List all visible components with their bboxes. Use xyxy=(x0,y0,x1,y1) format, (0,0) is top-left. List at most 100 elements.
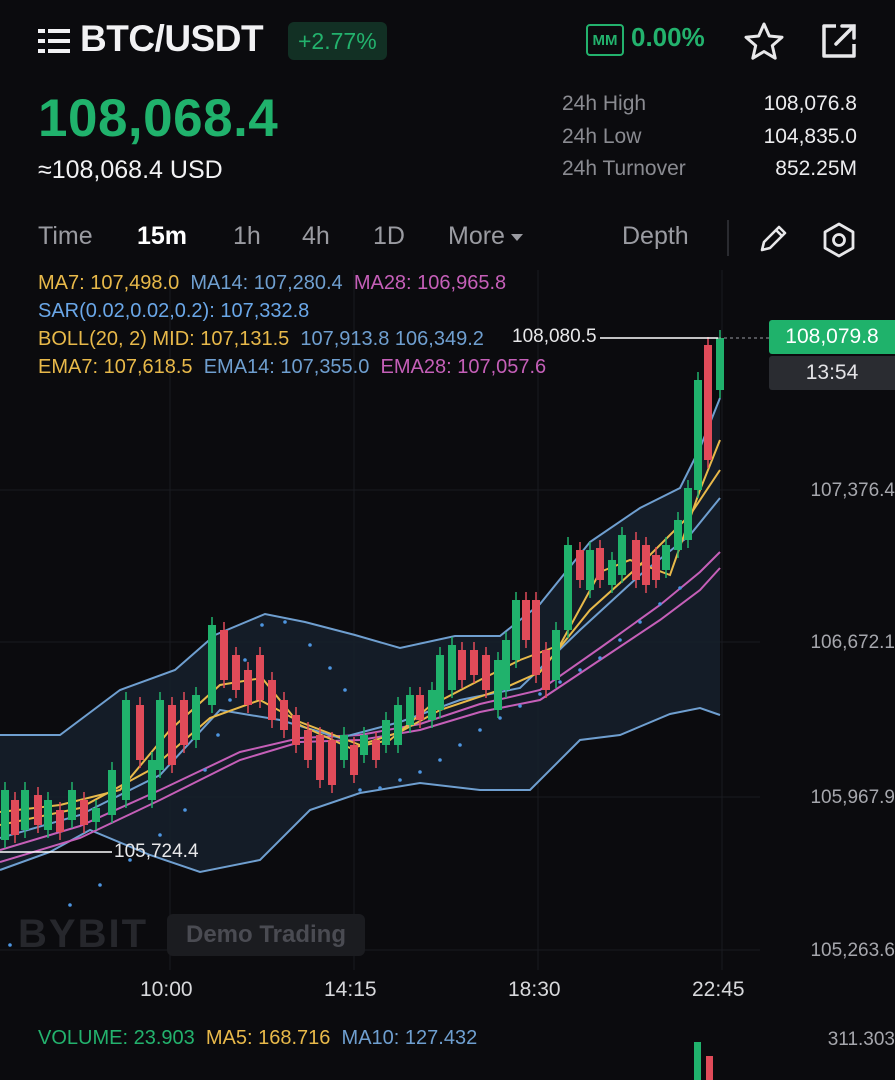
tab-time[interactable]: Time xyxy=(38,222,93,250)
candle-body xyxy=(716,338,724,390)
tab-more-label: More xyxy=(448,222,505,250)
candle-body xyxy=(148,760,156,800)
pencil-icon[interactable] xyxy=(756,222,790,256)
candle-body xyxy=(512,600,520,660)
candle-body xyxy=(328,740,336,785)
candle-body xyxy=(564,545,572,630)
candle-body xyxy=(340,735,348,760)
candle-body xyxy=(494,660,502,710)
y-tick: 105,263.6 xyxy=(810,940,895,961)
indicator-ma-row: MA7: 107,498.0 MA14: 107,280.4 MA28: 106… xyxy=(38,272,506,295)
sar-dot xyxy=(578,668,582,672)
candle-body xyxy=(192,695,200,740)
low-mark-label: 105,724.4 xyxy=(114,841,199,862)
tab-15m[interactable]: 15m xyxy=(137,222,188,250)
countdown-tag: 13:54 xyxy=(769,356,895,390)
candle-body xyxy=(608,560,616,585)
sar-dot xyxy=(343,688,347,692)
candle-body xyxy=(68,790,76,820)
candle-body xyxy=(232,655,240,690)
stat-value-turnover: 852.25M xyxy=(775,157,857,180)
mm-value: 0.00% xyxy=(631,22,705,52)
bybit-watermark: BYBIT xyxy=(18,912,148,956)
candle-body xyxy=(416,695,424,720)
gear-icon[interactable] xyxy=(820,221,858,259)
boll-mid-label: BOLL(20, 2) MID: 107,131.5 xyxy=(38,328,290,350)
x-tick: 22:45 xyxy=(692,978,745,1001)
sar-dot xyxy=(378,786,382,790)
sar-dot xyxy=(158,833,162,837)
volume-bar xyxy=(706,1056,713,1080)
candle-body xyxy=(694,380,702,490)
candle-body xyxy=(92,808,100,822)
x-tick: 10:00 xyxy=(140,978,193,1001)
candle-body xyxy=(542,650,550,690)
volume-row: VOLUME: 23.903 MA5: 168.716 MA10: 127.43… xyxy=(38,1027,477,1050)
tab-more[interactable]: More xyxy=(448,222,523,251)
change-badge: +2.77% xyxy=(288,22,387,60)
moving-average-line xyxy=(0,567,721,863)
sar-dot xyxy=(658,602,662,606)
candle-body xyxy=(268,680,276,720)
sar-dot xyxy=(98,883,102,887)
candle-body xyxy=(80,800,88,825)
candlestick-chart[interactable] xyxy=(0,270,895,1080)
indicator-ema-row: EMA7: 107,618.5 EMA14: 107,355.0 EMA28: … xyxy=(38,356,546,379)
tab-4h[interactable]: 4h xyxy=(302,222,330,250)
candle-body xyxy=(674,520,682,550)
candle-body xyxy=(108,770,116,815)
boll-lower-line xyxy=(0,706,721,874)
sar-dot xyxy=(203,768,207,772)
candle-body xyxy=(652,555,660,580)
candle-body xyxy=(522,600,530,640)
sar-dot xyxy=(438,758,442,762)
vol-ma10-label: MA10: 127.432 xyxy=(341,1027,478,1049)
candle-body xyxy=(618,535,626,575)
sar-dot xyxy=(8,943,12,947)
caret-down-icon xyxy=(510,233,523,241)
sar-dot xyxy=(418,770,422,774)
candle-body xyxy=(44,800,52,830)
candle-body xyxy=(256,655,264,700)
candle-body xyxy=(532,600,540,675)
candle-body xyxy=(350,745,358,775)
candle-body xyxy=(122,700,130,800)
tab-1d[interactable]: 1D xyxy=(373,222,405,250)
stat-label-high: 24h High xyxy=(562,92,647,115)
sar-dot xyxy=(598,656,602,660)
sar-dot xyxy=(558,680,562,684)
indicator-boll-row: BOLL(20, 2) MID: 107,131.5 107,913.8 106… xyxy=(38,328,484,351)
tab-depth[interactable]: Depth xyxy=(622,222,689,250)
pair-title[interactable]: BTC/USDT xyxy=(80,18,264,59)
candle-body xyxy=(136,705,144,760)
mm-icon[interactable]: MM xyxy=(586,24,624,56)
candle-body xyxy=(208,625,216,705)
candle-body xyxy=(34,795,42,825)
candle-body xyxy=(596,548,604,580)
sar-label: SAR(0.02,0.02,0.2): 107,332.8 xyxy=(38,300,310,322)
volume-label: VOLUME: 23.903 xyxy=(38,1027,195,1049)
star-icon[interactable] xyxy=(742,20,786,64)
share-icon[interactable] xyxy=(818,20,860,62)
usd-price: ≈108,068.4 USD xyxy=(38,156,223,184)
sar-dot xyxy=(498,716,502,720)
candle-body xyxy=(642,545,650,585)
candle-body xyxy=(470,650,478,675)
candle-body xyxy=(576,550,584,580)
candle-body xyxy=(21,790,29,830)
candle-body xyxy=(502,640,510,690)
menu-icon[interactable] xyxy=(38,28,70,54)
y-tick: 107,376.4 xyxy=(810,480,895,501)
ema28-label: EMA28: 107,057.6 xyxy=(380,356,547,378)
tab-1h[interactable]: 1h xyxy=(233,222,261,250)
sar-dot xyxy=(228,698,232,702)
candle-body xyxy=(1,790,9,840)
ma7-label: MA7: 107,498.0 xyxy=(38,272,180,294)
ma28-label: MA28: 106,965.8 xyxy=(353,272,507,294)
boll-low-label: 106,349.2 xyxy=(394,328,484,350)
y-tick: 106,672.1 xyxy=(810,632,895,653)
sar-dot xyxy=(458,743,462,747)
divider xyxy=(727,220,729,256)
volume-bars xyxy=(694,1042,713,1080)
candle-body xyxy=(632,540,640,580)
